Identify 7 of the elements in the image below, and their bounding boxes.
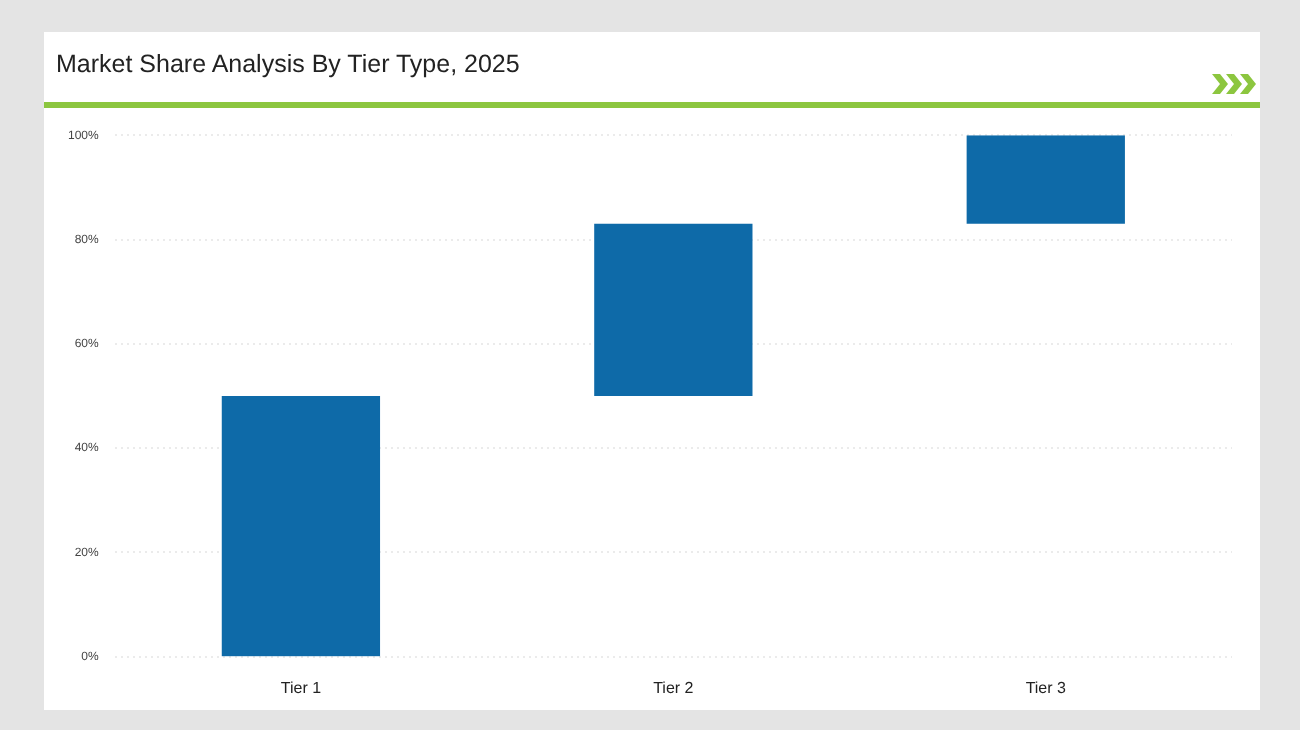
x-tick-label: Tier 2 [653,678,695,697]
bar [966,135,1125,224]
bar [594,223,753,396]
bar [221,396,381,657]
x-tick-label: Tier 1 [280,678,323,697]
x-tick-label: Tier 3 [1025,678,1068,697]
chart-title: Market Share Analysis By Tier Type, 2025 [56,50,520,78]
